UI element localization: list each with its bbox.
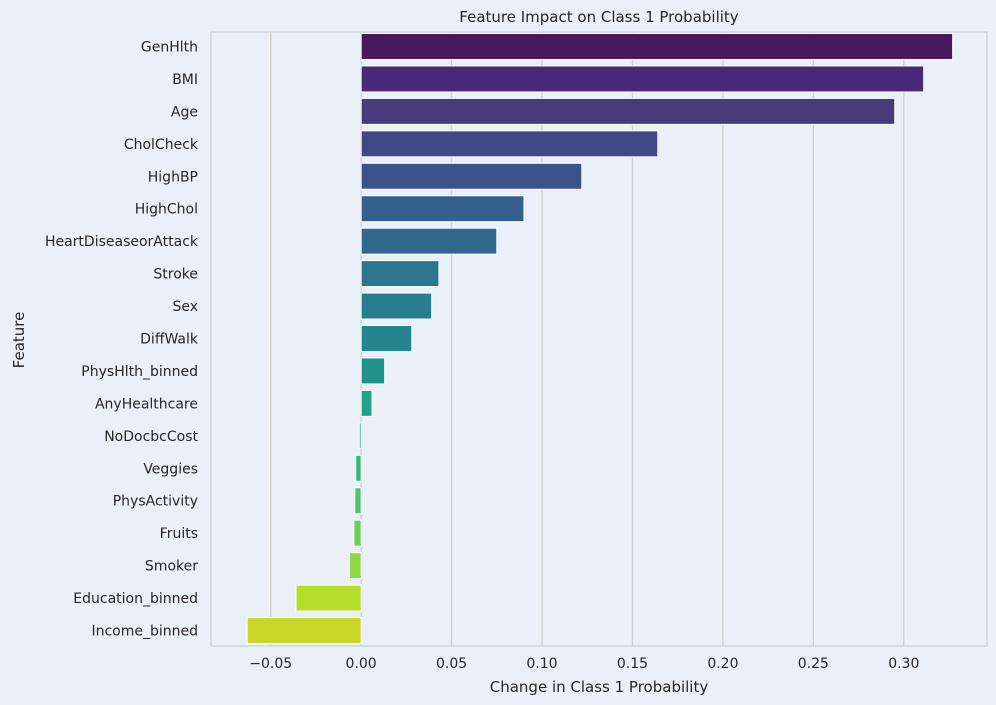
- y-tick-label: Smoker: [145, 559, 198, 575]
- x-axis-label: Change in Class 1 Probability: [490, 678, 709, 696]
- x-tick-label: −0.05: [249, 656, 292, 672]
- y-tick-label: HighChol: [135, 202, 198, 218]
- x-tick-labels: −0.05 0.00 0.05 0.10 0.15 0.20 0.25 0.30: [249, 656, 919, 672]
- bar-cholcheck: [360, 130, 659, 158]
- bar-diffwalk: [360, 325, 413, 352]
- y-tick-label: BMI: [172, 72, 198, 88]
- y-axis-label: Feature: [10, 312, 28, 369]
- y-tick-label: PhysHlth_binned: [81, 364, 198, 380]
- chart-title: Feature Impact on Class 1 Probability: [459, 8, 739, 26]
- bar-fruits: [353, 519, 362, 547]
- y-tick-label: DiffWalk: [140, 332, 199, 348]
- bar-veggies: [355, 454, 362, 482]
- y-tick-label: PhysActivity: [113, 494, 198, 510]
- y-tick-label: CholCheck: [124, 137, 199, 153]
- x-tick-label: 0.20: [707, 656, 738, 672]
- x-tick-label: 0.10: [526, 656, 557, 672]
- bar-physactivity: [354, 487, 362, 515]
- y-tick-label: Veggies: [143, 461, 198, 477]
- bar-physhlth-binned: [360, 357, 386, 385]
- y-tick-label: GenHlth: [141, 40, 198, 56]
- bar-bmi: [360, 65, 925, 93]
- y-tick-labels: GenHlth BMI Age CholCheck HighBP HighChol Hear…: [45, 40, 199, 640]
- bar-education-binned: [295, 584, 362, 612]
- y-tick-label: HighBP: [148, 169, 198, 185]
- y-tick-label: Age: [171, 104, 198, 120]
- bars: [246, 33, 954, 644]
- x-tick-label: 0.05: [436, 656, 467, 672]
- y-tick-label: NoDocbcCost: [104, 429, 198, 445]
- bar-anyhealthcare: [360, 389, 373, 417]
- y-tick-label: Sex: [172, 299, 198, 315]
- bar-highbp: [360, 162, 583, 190]
- bar-sex: [360, 292, 433, 320]
- y-tick-label: HeartDiseaseorAttack: [45, 234, 199, 250]
- bar-age: [360, 97, 896, 125]
- x-tick-label: 0.30: [888, 656, 919, 672]
- bar-heartdiseaseorattack: [360, 227, 498, 255]
- bar-smoker: [348, 552, 362, 580]
- y-tick-label: Education_binned: [73, 591, 198, 607]
- x-tick-label: 0.15: [617, 656, 648, 672]
- x-tick-label: 0.25: [798, 656, 829, 672]
- y-tick-label: Income_binned: [91, 624, 198, 640]
- bar-income-binned: [246, 617, 362, 644]
- y-tick-label: AnyHealthcare: [95, 396, 198, 412]
- y-tick-label: Stroke: [153, 267, 198, 283]
- bar-genhlth: [360, 33, 954, 60]
- x-tick-label: 0.00: [346, 656, 377, 672]
- bar-highchol: [360, 195, 525, 223]
- bar-nodocbccost: [358, 422, 362, 450]
- bar-stroke: [360, 260, 440, 288]
- y-tick-label: Fruits: [160, 526, 198, 542]
